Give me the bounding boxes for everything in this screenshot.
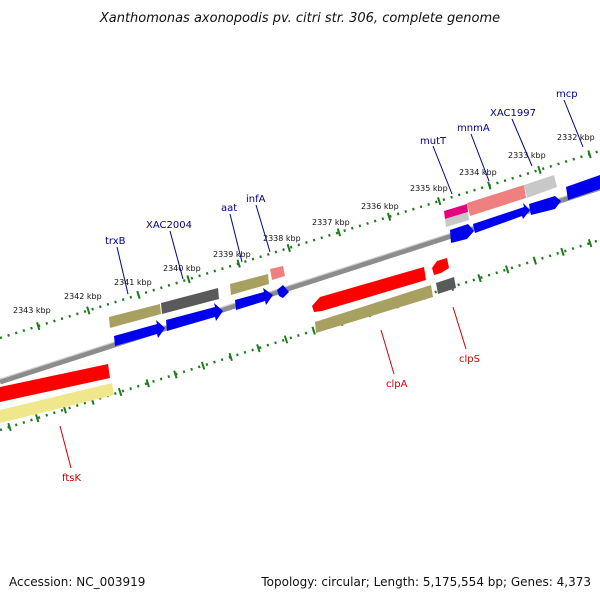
genome-title: Xanthomonas axonopodis pv. citri str. 30… [99,11,500,26]
gene-label-mnmA[interactable]: mnmA [457,123,490,134]
gene-label-infA[interactable]: infA [246,194,266,205]
lower-track-major-tick [505,265,510,274]
gene-label-mutT[interactable]: mutT [420,136,447,147]
gene-clpA[interactable] [312,267,426,312]
lower-track-major-tick [477,274,482,283]
gene-ftsK-red[interactable] [0,364,110,402]
gene-mnmA[interactable] [467,185,526,216]
lower-strand-genes [0,258,456,423]
leader-clpA [380,329,395,375]
gene-gray-small[interactable] [445,212,469,227]
upper-track-major-tick [86,306,91,315]
tick-label-2342: 2342 kbp [64,292,102,301]
tick-label-2340: 2340 kbp [163,264,201,273]
gene-blue-2[interactable] [166,303,223,331]
upper-track-dotted-line [0,149,600,340]
leader-ftsK [59,425,72,469]
leader-trxB [116,246,129,295]
lower-track-major-tick [311,326,316,335]
gene-mcp[interactable] [566,175,600,200]
gene-ftsK[interactable] [0,383,114,423]
gene-label-ftsK[interactable]: ftsK [62,473,81,484]
gene-XAC1997[interactable] [524,175,557,198]
leader-clpS [452,306,467,350]
gene-label-XAC1997[interactable]: XAC1997 [490,108,536,119]
gene-label-mcp[interactable]: mcp [556,89,578,100]
genome-summary-text: Topology: circular; Length: 5,175,554 bp… [260,575,591,589]
lower-track-major-tick [560,247,565,256]
tick-label-2336: 2336 kbp [361,202,399,211]
upper-track-major-tick [587,150,592,159]
gene-trxB[interactable] [109,304,161,328]
leader-XAC2004 [169,230,184,280]
lower-track-major-tick [7,422,12,432]
gene-label-trxB[interactable]: trxB [105,236,126,247]
gene-blue-5[interactable] [473,203,530,233]
lower-track-major-tick [145,379,150,388]
upper-track-major-tick [487,181,492,190]
lower-track-major-tick [587,239,593,248]
gene-labels: trxB XAC2004 aat infA mutT mnmA XAC1997 … [62,89,578,484]
leader-infA [255,204,271,253]
upper-track-major-tick [537,165,542,175]
gene-blue-3[interactable] [235,288,273,310]
lower-track-major-tick [117,387,123,397]
upper-tick-track [0,149,600,340]
gene-label-aat[interactable]: aat [221,203,237,214]
leader-mcp [563,99,584,148]
lower-track-major-tick [173,370,178,379]
gene-XAC2004[interactable] [161,288,219,314]
tick-label-2332: 2332 kbp [557,133,595,142]
tick-label-2343: 2343 kbp [13,306,51,315]
upper-track-major-tick [437,197,442,206]
gene-darkgray-lower[interactable] [436,277,456,294]
leader-mutT [432,145,453,195]
lower-tick-track [0,238,600,432]
upper-strand-genes [109,175,600,346]
upper-track-major-tick [286,243,291,253]
gene-mutT[interactable] [444,204,468,219]
tick-label-2337: 2337 kbp [312,218,350,227]
tick-label-2338: 2338 kbp [263,234,301,243]
gene-blue-small[interactable] [277,285,289,298]
tick-label-2341: 2341 kbp [114,278,152,287]
tick-label-2335: 2335 kbp [410,184,448,193]
upper-track-major-tick [136,290,141,299]
gene-aat[interactable] [230,274,269,295]
leader-mnmA [470,133,490,182]
tick-label-2339: 2339 kbp [213,250,251,259]
tick-label-2334: 2334 kbp [459,168,497,177]
gene-blue-6[interactable] [529,196,561,215]
label-leaders [59,99,584,469]
upper-track-major-tick [236,259,241,268]
tick-labels: 2343 kbp 2342 kbp 2341 kbp 2340 kbp 2339… [13,133,595,315]
lower-track-major-tick [228,352,233,362]
gene-clpS[interactable] [432,258,449,275]
upper-track-major-tick [386,212,392,221]
gene-label-clpA[interactable]: clpA [386,379,408,390]
gene-label-clpS[interactable]: clpS [459,354,480,365]
gene-blue-1[interactable] [114,320,165,346]
accession-text: Accession: NC_003919 [9,575,145,589]
upper-track-major-tick [336,228,342,237]
leader-aat [229,213,243,263]
gene-blue-4[interactable] [450,224,474,243]
gene-label-XAC2004[interactable]: XAC2004 [146,220,192,231]
tick-label-2333: 2333 kbp [508,151,546,160]
leader-XAC1997 [511,118,533,167]
gene-olive-lower[interactable] [315,285,433,333]
lower-track-major-tick [256,344,261,353]
upper-track-major-tick [186,275,191,284]
lower-track-major-tick [35,414,40,423]
lower-track-major-tick [532,256,537,265]
lower-track-dotted-line [0,238,600,432]
lower-track-major-tick [283,335,289,344]
lower-track-major-tick [200,361,206,370]
upper-track-major-tick [36,321,41,331]
gene-infA[interactable] [270,266,285,280]
